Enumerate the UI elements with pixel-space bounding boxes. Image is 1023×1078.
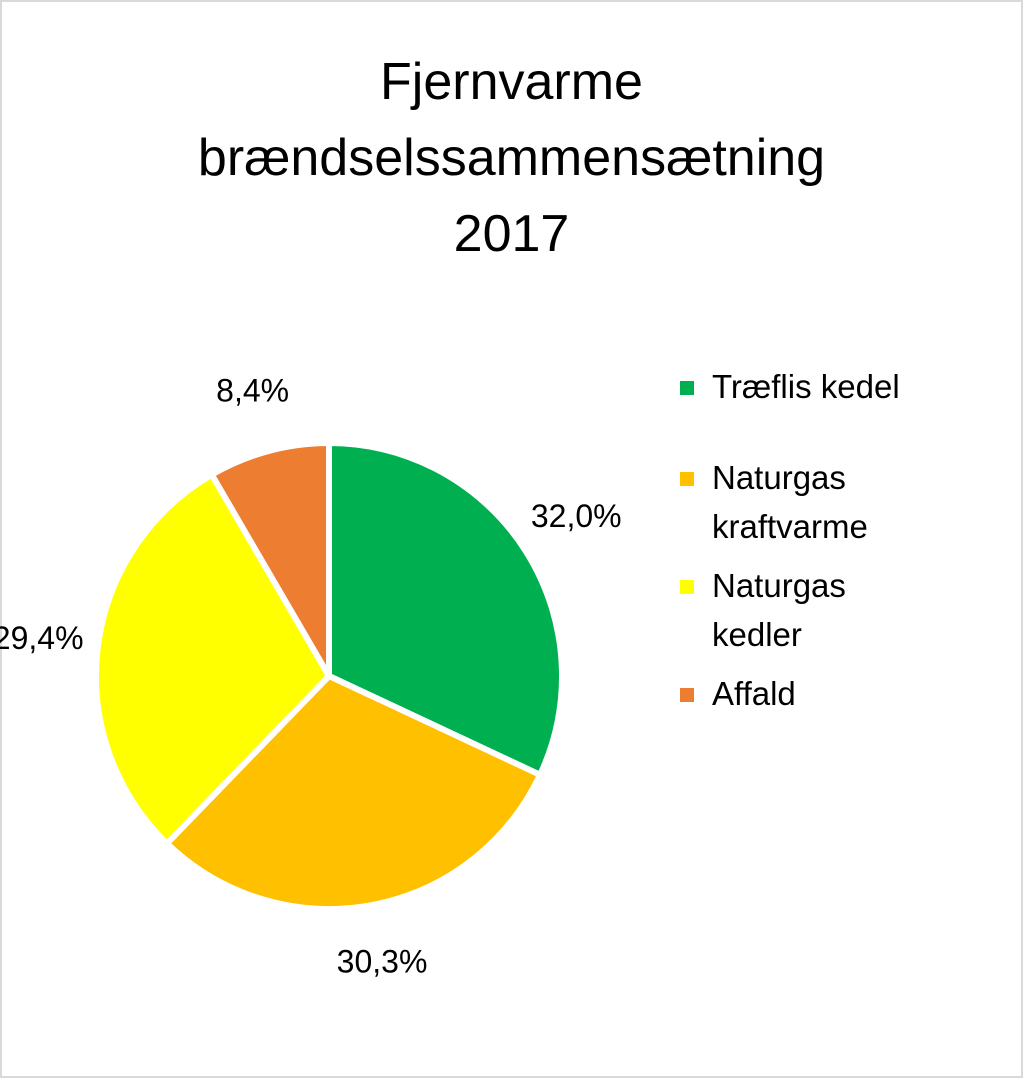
chart-title-line-1: Fjernvarme xyxy=(380,53,643,111)
legend-swatch-naturgas-kraftvarme xyxy=(680,472,694,486)
legend: Træflis kedel Naturgas kraftvarme Naturg… xyxy=(680,362,1010,728)
chart-title: Fjernvarme brændselssammensætning 2017 xyxy=(0,44,1023,272)
pie-slice-naturgas-kedler xyxy=(93,471,332,847)
data-label-naturgas-kraftvarme: 30,3% xyxy=(337,944,428,980)
legend-label-traeflis-kedel: Træflis kedel xyxy=(712,368,900,405)
legend-swatch-traeflis-kedel xyxy=(680,381,694,395)
legend-item-affald: Affald xyxy=(680,669,1010,718)
pie-slice-naturgas-kraftvarme xyxy=(163,673,544,912)
chart-title-line-2: brændselssammensætning xyxy=(197,129,826,187)
legend-item-naturgas-kraftvarme: Naturgas kraftvarme xyxy=(680,453,1010,551)
legend-item-naturgas-kedler: Naturgas kedler xyxy=(680,561,1010,659)
chart-title-line-3: 2017 xyxy=(453,205,570,263)
data-label-naturgas-kedler: 29,4% xyxy=(0,620,84,656)
pie-slice-affald xyxy=(208,440,332,679)
legend-label-affald: Affald xyxy=(712,675,796,712)
legend-label-naturgas-kedler: Naturgas kedler xyxy=(712,567,846,653)
data-label-affald: 8,4% xyxy=(216,373,289,409)
legend-item-traeflis-kedel: Træflis kedel xyxy=(680,362,1010,411)
legend-swatch-affald xyxy=(680,688,694,702)
pie-slice-traeflis-kedel xyxy=(326,440,565,778)
legend-swatch-naturgas-kedler xyxy=(680,580,694,594)
data-label-traeflis-kedel: 32,0% xyxy=(531,498,622,534)
legend-label-naturgas-kraftvarme: Naturgas kraftvarme xyxy=(712,459,868,545)
